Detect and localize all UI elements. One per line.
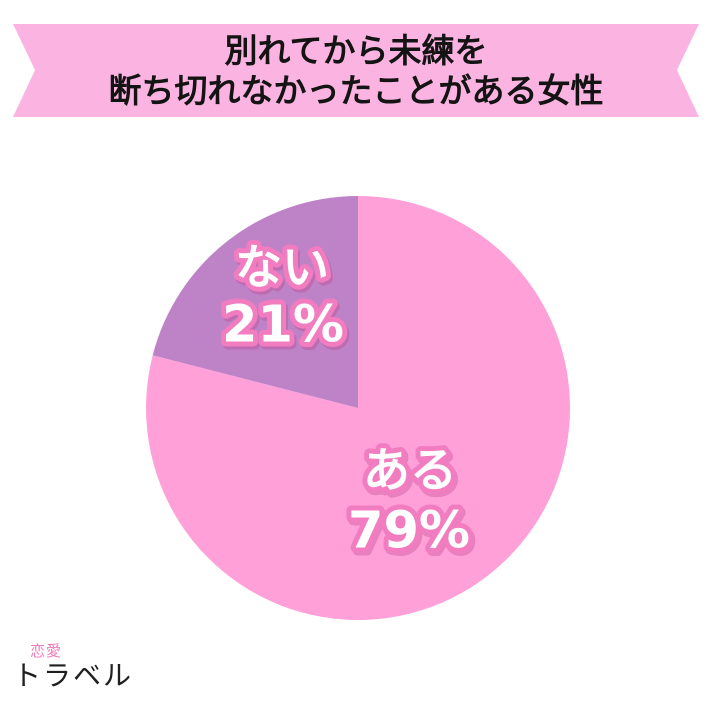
pie-value-nai: 21% (222, 296, 344, 355)
pie-slice-aru (146, 196, 571, 620)
logo-small-text: 恋愛 (30, 642, 63, 660)
pie-label-aru: ある (363, 444, 457, 499)
pie-slice-nai (152, 196, 358, 408)
title-banner: 別れてから未練を 断ち切れなかったことがある女性 (13, 24, 699, 117)
title-line-1: 別れてから未練を (224, 30, 488, 70)
pie-value-aru: 79% (348, 502, 470, 561)
logo-large-text: トラベル (13, 659, 134, 692)
title-line-2: 断ち切れなかったことがある女性 (108, 70, 604, 110)
pie-label-nai: ない (235, 241, 329, 296)
site-logo: 恋愛 トラベル (13, 643, 133, 692)
